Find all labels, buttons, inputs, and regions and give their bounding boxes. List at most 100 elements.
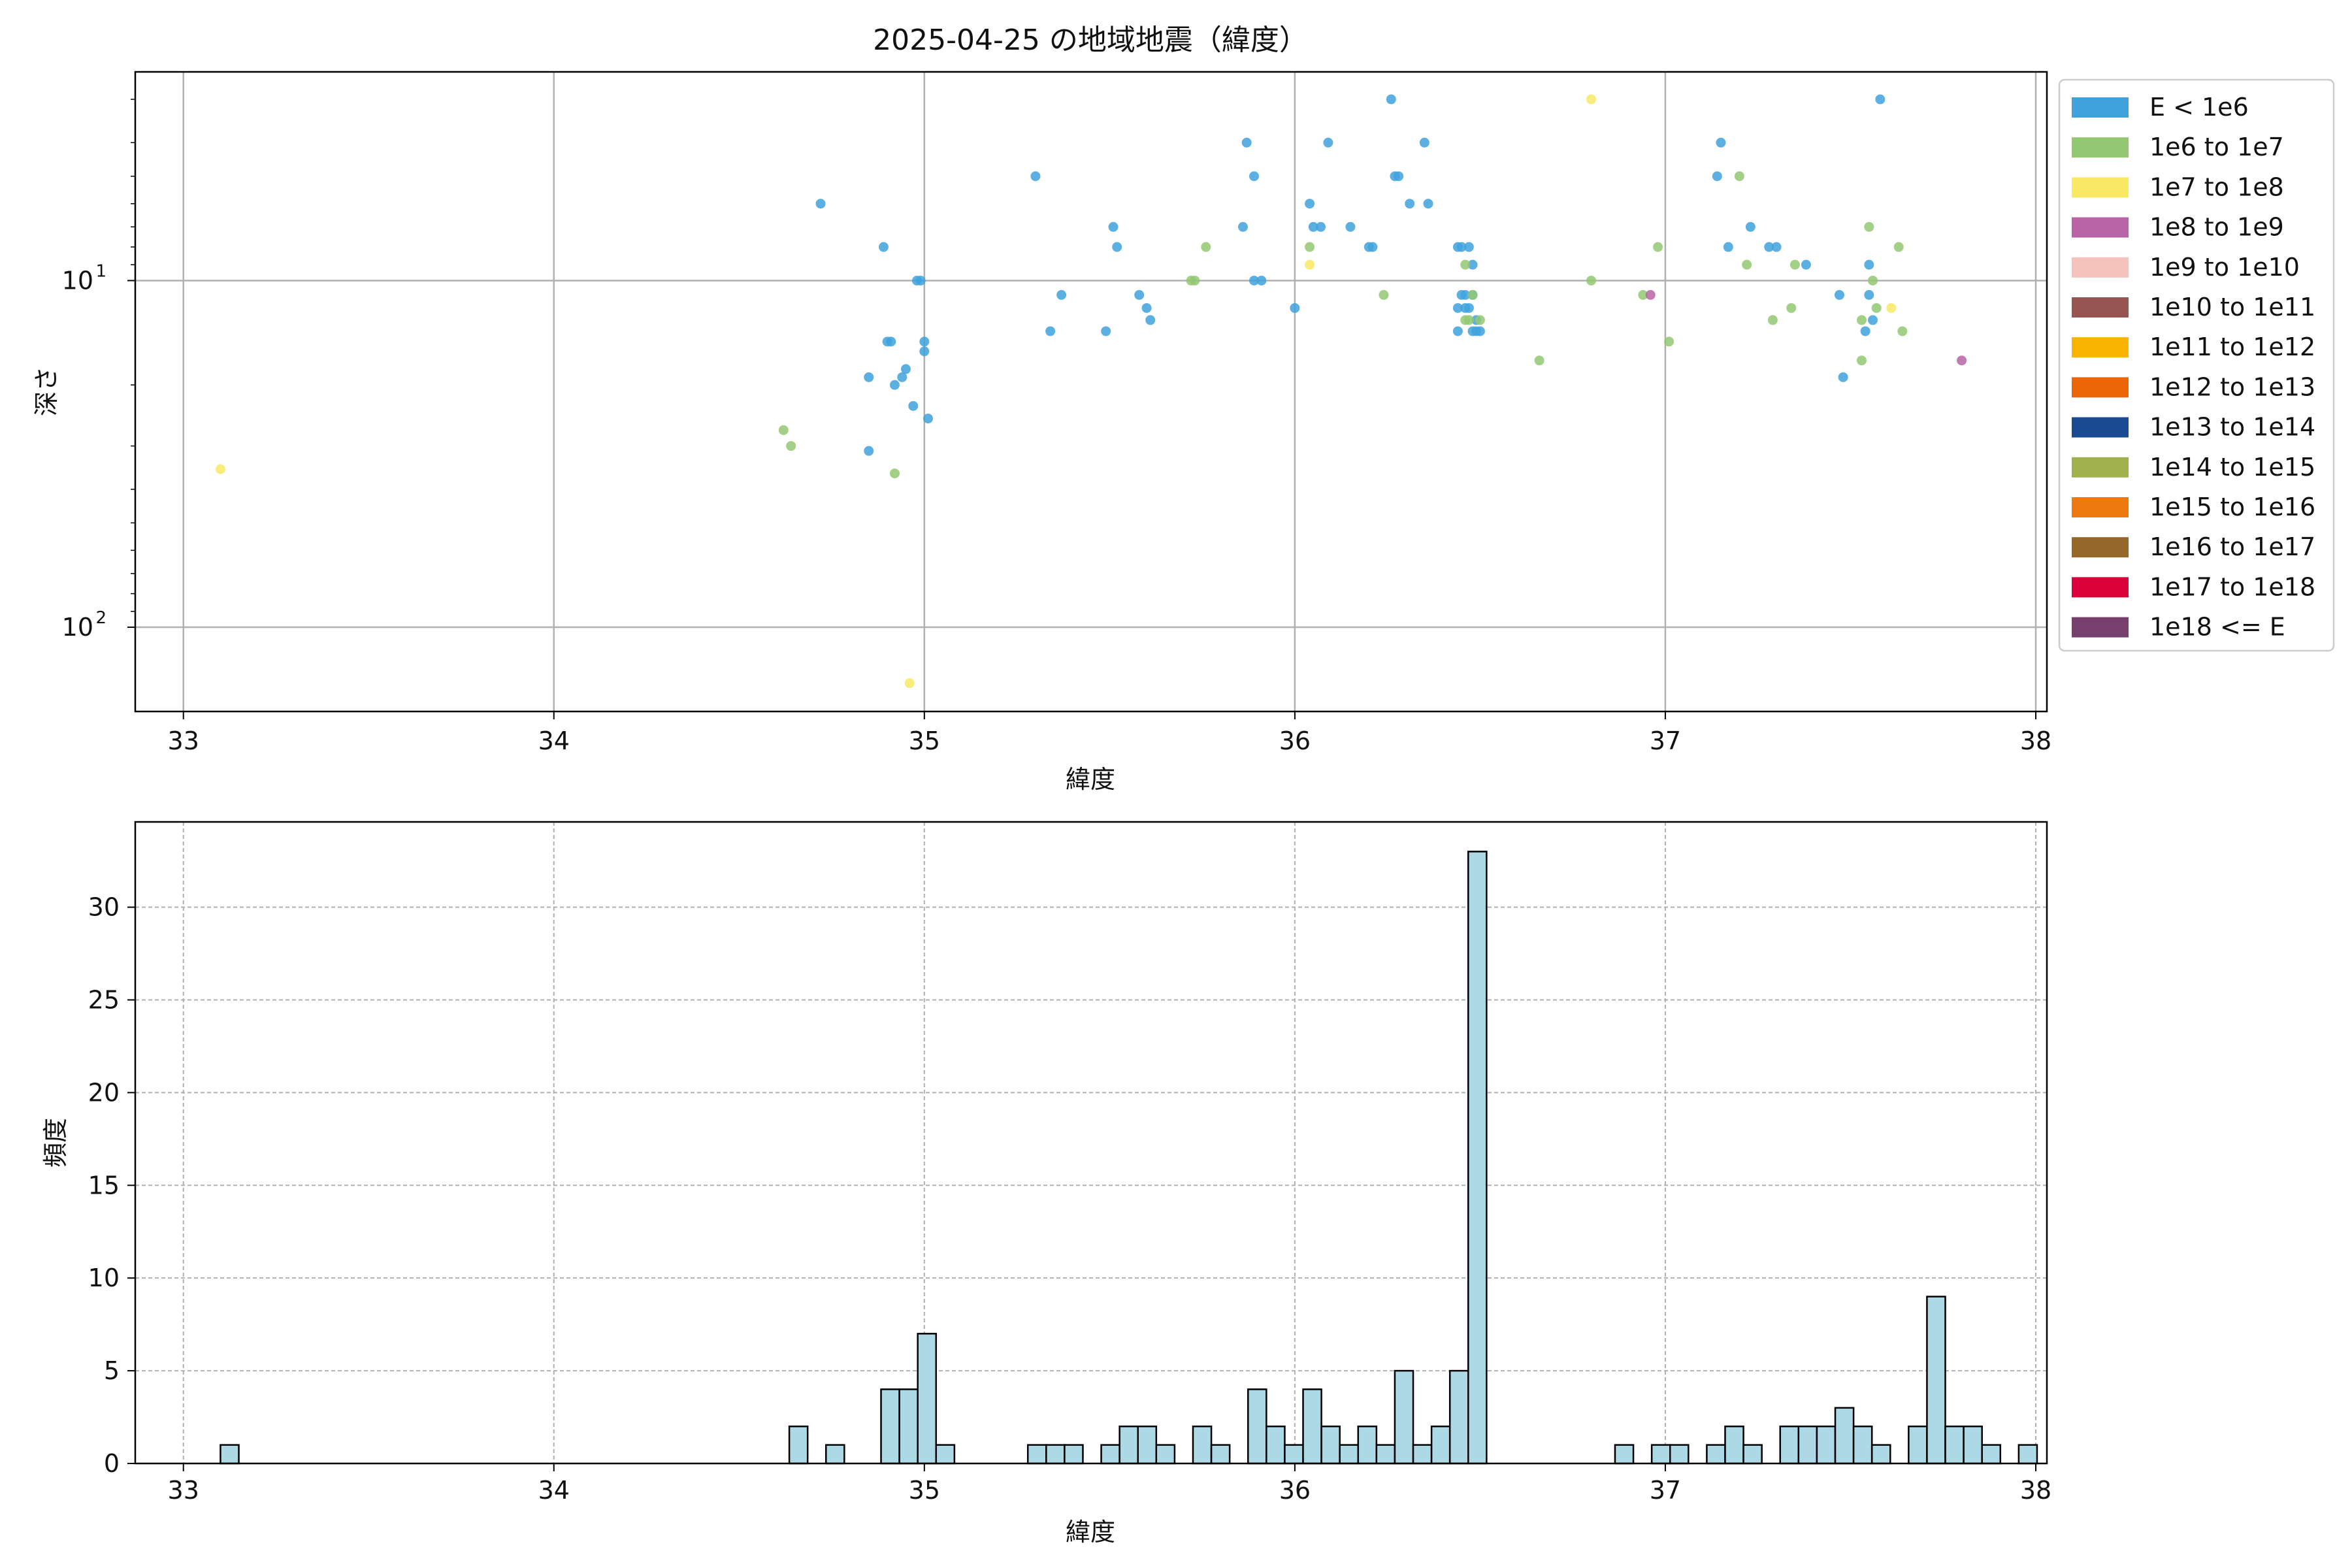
scatter-point	[1834, 289, 1844, 300]
scatter-point	[1249, 171, 1260, 182]
scatter-points	[215, 94, 1967, 689]
scatter-point	[1460, 259, 1471, 270]
histogram-bar	[1357, 1425, 1378, 1465]
histogram-bar	[1192, 1425, 1213, 1465]
scatter-y-tick-label: 10	[62, 266, 93, 295]
scatter-point	[1789, 259, 1800, 270]
histogram-bar	[898, 1388, 919, 1465]
histogram-bar	[1834, 1407, 1855, 1465]
scatter-point	[1716, 137, 1726, 148]
histogram-bar	[1650, 1444, 1671, 1465]
scatter-x-label: 緯度	[1066, 765, 1115, 794]
scatter-point	[1249, 275, 1260, 286]
scatter-point	[1867, 315, 1878, 325]
scatter-point	[1875, 94, 1886, 105]
legend-swatch	[2072, 217, 2129, 238]
scatter-point	[1305, 259, 1315, 270]
scatter-point	[1367, 242, 1378, 252]
scatter-point	[215, 464, 225, 474]
scatter-point	[1419, 137, 1429, 148]
scatter-point	[1864, 259, 1874, 270]
scatter-point	[897, 372, 907, 382]
scatter-point	[1190, 275, 1200, 286]
histogram-bar	[1448, 1369, 1469, 1465]
histogram-bar	[1944, 1425, 1965, 1465]
scatter-y-tick-exponent: 2	[95, 608, 106, 628]
scatter-point	[1645, 289, 1656, 300]
legend-label: 1e11 to 1e12	[2149, 333, 2315, 361]
legend-swatch	[2072, 337, 2129, 358]
histogram-bar	[1852, 1425, 1873, 1465]
histogram-bar	[1412, 1444, 1433, 1465]
legend-label: 1e18 <= E	[2149, 613, 2285, 642]
histogram-y-tick-label: 25	[88, 985, 120, 1014]
legend-frame	[2058, 78, 2335, 652]
scatter-point	[1475, 315, 1485, 325]
scatter-plot-frame	[134, 71, 2048, 713]
scatter-point	[1838, 372, 1848, 382]
scatter-point	[889, 468, 900, 479]
scatter-point	[815, 199, 826, 209]
scatter-point	[1405, 199, 1415, 209]
scatter-point	[1586, 94, 1597, 105]
scatter-y-label: 深さ	[32, 367, 61, 416]
scatter-point	[1664, 336, 1674, 347]
scatter-point	[1864, 221, 1874, 232]
histogram-y-tick-label: 30	[88, 893, 120, 922]
scatter-point	[1241, 137, 1252, 148]
scatter-point	[1134, 289, 1145, 300]
scatter-point	[1394, 171, 1404, 182]
histogram-bar	[935, 1444, 956, 1465]
histogram-y-tick-label: 0	[104, 1449, 120, 1478]
legend-label: 1e17 to 1e18	[2149, 572, 2315, 601]
scatter-point	[1305, 242, 1315, 252]
scatter-point	[1864, 289, 1874, 300]
histogram-plot-frame	[134, 821, 2048, 1465]
scatter-y-tick-label: 10	[62, 613, 93, 642]
histogram-y-ticks: 0 5 10 15 20 25 30	[88, 893, 135, 1478]
histogram-x-tick-label: 36	[1279, 1476, 1311, 1505]
histogram-bar	[1210, 1444, 1231, 1465]
legend-label: 1e8 to 1e9	[2149, 213, 2284, 242]
scatter-point	[889, 380, 900, 390]
scatter-point	[1101, 326, 1111, 336]
scatter-point	[1452, 302, 1463, 313]
legend-label: 1e15 to 1e16	[2149, 493, 2315, 521]
histogram-bar	[1155, 1444, 1176, 1465]
scatter-point	[1452, 326, 1463, 336]
legend-label: 1e12 to 1e13	[2149, 372, 2315, 401]
histogram-bar	[1669, 1444, 1690, 1465]
histogram-bar	[1394, 1369, 1414, 1465]
histogram-bar	[1779, 1425, 1800, 1465]
scatter-x-tick-label: 37	[1650, 727, 1681, 755]
scatter-point	[923, 414, 933, 424]
legend-swatch	[2072, 257, 2129, 278]
scatter-x-tick-label: 38	[2020, 727, 2051, 755]
scatter-x-tick-label: 36	[1279, 727, 1311, 755]
histogram-bar	[1963, 1425, 1983, 1465]
scatter-point	[1056, 289, 1067, 300]
scatter-point	[900, 364, 911, 374]
histogram-bar	[1467, 851, 1488, 1465]
histogram-bar	[1100, 1444, 1120, 1465]
histogram-bar	[1119, 1425, 1139, 1465]
scatter-point	[1108, 221, 1119, 232]
histogram-bar	[917, 1333, 938, 1465]
histogram-bar	[1137, 1425, 1158, 1465]
scatter-point	[1256, 275, 1267, 286]
scatter-point	[1045, 326, 1056, 336]
legend-label: 1e9 to 1e10	[2149, 253, 2300, 282]
scatter-point	[1463, 302, 1474, 313]
histogram-bar	[825, 1444, 845, 1465]
histogram-bar	[1797, 1425, 1818, 1465]
histogram-x-tick-label: 35	[909, 1476, 940, 1505]
histogram-bar	[1742, 1444, 1763, 1465]
legend-swatch	[2072, 457, 2129, 478]
histogram-bar	[1375, 1444, 1396, 1465]
scatter-point	[1141, 302, 1152, 313]
scatter-point	[1456, 242, 1467, 252]
scatter-point	[1897, 326, 1908, 336]
histogram-bar	[1908, 1425, 1928, 1465]
histogram-y-tick-label: 20	[88, 1078, 120, 1107]
